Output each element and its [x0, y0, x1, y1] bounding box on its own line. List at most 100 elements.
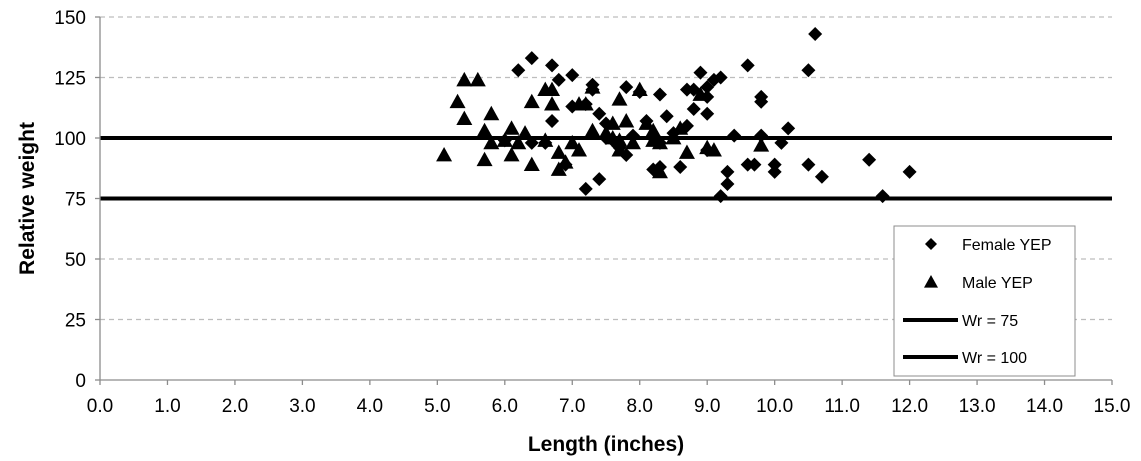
x-tick-label: 15.0: [1094, 396, 1131, 417]
male-point: [537, 132, 554, 147]
male-point: [624, 134, 641, 150]
male-point: [651, 163, 668, 179]
x-tick-label: 7.0: [559, 396, 585, 417]
female-point: [652, 87, 667, 102]
male-point: [483, 105, 500, 121]
female-point: [720, 164, 735, 179]
female-point: [774, 135, 789, 150]
female-point: [862, 152, 877, 167]
male-point: [550, 161, 567, 176]
male-point: [651, 134, 668, 150]
male-point: [611, 142, 628, 157]
female-point: [781, 121, 796, 136]
female-point: [511, 63, 526, 78]
y-tick-label: 50: [65, 250, 86, 271]
male-point: [544, 96, 561, 111]
male-point: [665, 130, 682, 145]
female-point: [875, 189, 890, 204]
female-point: [686, 101, 701, 116]
male-point: [645, 122, 662, 138]
male-point: [638, 115, 655, 130]
female-point: [801, 157, 816, 172]
female-point: [767, 164, 782, 179]
female-point: [592, 172, 607, 187]
legend-marker-triangle: [924, 275, 938, 288]
x-tick-label: 1.0: [154, 396, 180, 417]
female-point: [673, 160, 688, 175]
male-point: [476, 151, 493, 167]
x-tick-label: 9.0: [694, 396, 720, 417]
female-point: [808, 26, 823, 41]
y-tick-labels: 0 25 50 75 100 125 150: [54, 8, 86, 392]
female-point: [902, 164, 917, 179]
female-point: [592, 106, 607, 121]
x-tick-label: 12.0: [891, 396, 928, 417]
x-tick-labels: 0.0 1.0 2.0 3.0 4.0 5.0 6.0 7.0 8.0 9.0 10.0 11.0 12…: [87, 396, 1131, 417]
x-tick-label: 10.0: [756, 396, 793, 417]
male-point: [672, 120, 689, 135]
female-point: [814, 169, 829, 184]
y-tick-label: 75: [65, 190, 86, 211]
data-points: [436, 26, 917, 204]
male-point: [557, 154, 574, 169]
female-point: [720, 176, 735, 191]
male-point: [692, 86, 709, 101]
y-tick-label: 100: [54, 129, 86, 150]
female-point: [740, 58, 755, 73]
male-point: [503, 120, 520, 135]
reference-lines: [100, 136, 1112, 201]
male-point: [503, 146, 520, 162]
female-point: [551, 72, 566, 87]
x-tick-label: 5.0: [424, 396, 450, 417]
x-tick-label: 8.0: [627, 396, 653, 417]
male-point: [611, 91, 628, 106]
male-point: [449, 93, 466, 109]
male-point: [631, 81, 648, 96]
x-tick-label: 2.0: [222, 396, 248, 417]
female-point: [693, 65, 708, 80]
y-tick-label: 150: [54, 8, 86, 29]
male-point: [584, 122, 601, 138]
legend-item: Female YEP: [925, 237, 1052, 254]
x-axis-title: Length (inches): [528, 433, 684, 456]
male-point: [523, 156, 540, 172]
male-point: [456, 110, 473, 126]
female-point: [713, 70, 728, 85]
female-point: [754, 128, 769, 143]
legend-item: Wr = 100: [903, 350, 1027, 367]
male-point: [550, 144, 567, 159]
legend-label: Male YEP: [962, 275, 1033, 292]
y-axis-title: Relative weight: [16, 122, 39, 275]
male-point: [618, 113, 635, 128]
x-tick-label: 11.0: [824, 396, 860, 417]
male-point: [604, 115, 621, 130]
male-point: [753, 137, 770, 152]
male-point: [584, 79, 601, 94]
male-point: [611, 132, 628, 147]
legend: Female YEP Male YEP Wr = 75 Wr = 100: [893, 225, 1076, 377]
male-point: [571, 142, 588, 157]
female-point: [767, 157, 782, 172]
male-point: [476, 122, 493, 138]
x-tick-label: 4.0: [357, 396, 383, 417]
legend-item: Wr = 75: [903, 313, 1018, 330]
female-point: [713, 189, 728, 204]
male-point: [436, 146, 453, 162]
female-point: [545, 58, 560, 73]
legend-label: Female YEP: [962, 237, 1052, 254]
x-tick-label: 6.0: [492, 396, 518, 417]
female-point: [565, 68, 580, 83]
female-point: [545, 114, 560, 129]
x-tick-label: 0.0: [87, 396, 113, 417]
x-tick-label: 3.0: [289, 396, 315, 417]
male-point: [510, 134, 527, 150]
legend-marker-diamond: [925, 238, 937, 250]
male-point: [577, 96, 594, 111]
male-point: [469, 71, 486, 87]
female-point: [578, 181, 593, 196]
legend-box: [893, 225, 1076, 377]
female-point: [619, 80, 634, 95]
male-point: [678, 144, 695, 159]
female-point: [659, 109, 674, 124]
